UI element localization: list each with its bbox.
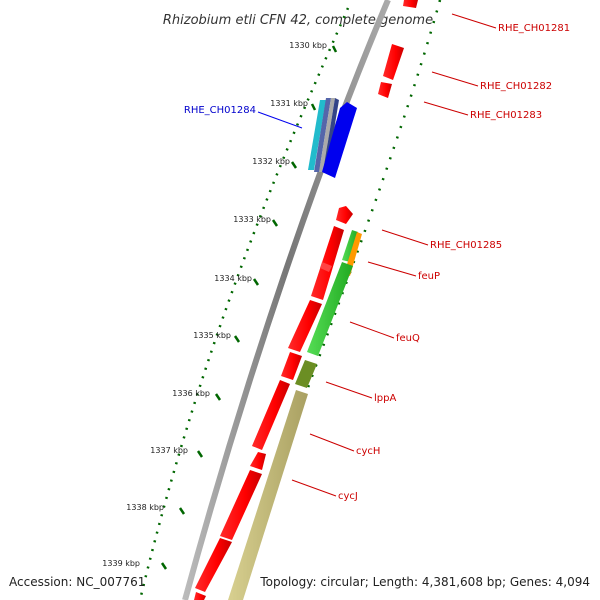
leader-cycH — [309, 433, 355, 452]
tick-label-1333: 1333 kbp — [233, 215, 271, 224]
gene-rhe-ch01281[interactable] — [403, 0, 418, 8]
tick-label-1331: 1331 kbp — [270, 99, 308, 108]
tick-label-1336: 1336 kbp — [172, 389, 210, 398]
inner-tick-ring — [230, 0, 442, 600]
tick-1339 — [160, 562, 168, 570]
label-cycH[interactable]: cycH — [356, 446, 380, 457]
gene-feuQ[interactable] — [307, 262, 353, 356]
gene-outer-1-tip — [320, 262, 332, 272]
leader-lppA — [325, 381, 373, 399]
tick-label-1332: 1332 kbp — [252, 157, 290, 166]
leader-cycJ — [291, 479, 337, 497]
map-title: Rhizobium etli CFN 42, complete genome — [163, 13, 433, 28]
leader-lines — [257, 13, 497, 497]
gene-outer-4[interactable] — [252, 380, 290, 450]
gene-outer-5[interactable] — [250, 452, 266, 470]
gene-lppA[interactable] — [295, 360, 317, 388]
label-rhe-ch01284[interactable]: RHE_CH01284 — [184, 105, 256, 116]
gene-outer-6[interactable] — [220, 470, 262, 540]
leader-rhe-ch01284 — [257, 111, 303, 129]
genome-summary-text: Topology: circular; Length: 4,381,608 bp… — [259, 575, 590, 589]
forward-genes — [378, 0, 418, 98]
tick-1332 — [290, 161, 298, 169]
tick-label-1330: 1330 kbp — [289, 41, 327, 50]
gene-rhe-ch01284-stripe-slate — [314, 98, 331, 172]
label-rhe-ch01283[interactable]: RHE_CH01283 — [470, 110, 542, 121]
gene-cycH-cycJ[interactable] — [228, 390, 308, 600]
tick-1331 — [310, 103, 317, 111]
gene-rhe-ch01282[interactable] — [383, 44, 404, 80]
gene-rhe-ch01284[interactable] — [322, 102, 357, 178]
gene-outer-3[interactable] — [281, 352, 302, 380]
gene-outer-2[interactable] — [288, 300, 322, 352]
gene-outer-7[interactable] — [195, 538, 232, 592]
tick-1334 — [252, 278, 260, 286]
tick-1333 — [271, 219, 279, 227]
accession-text: Accession: NC_007761 — [9, 575, 145, 589]
tick-1337 — [196, 450, 204, 458]
label-rhe-ch01281[interactable]: RHE_CH01281 — [498, 23, 570, 34]
label-cycJ[interactable]: cycJ — [338, 491, 358, 502]
tick-1338 — [178, 507, 186, 515]
tick-label-1335: 1335 kbp — [193, 331, 231, 340]
gene-rhe-ch01284-stripe-grey — [319, 98, 335, 172]
gene-outer-1[interactable] — [311, 226, 344, 300]
leader-feuQ — [349, 321, 395, 339]
tick-marks — [160, 45, 338, 570]
gene-rhe-ch01285[interactable] — [336, 206, 353, 224]
leader-feuP — [367, 261, 417, 277]
leader-rhe-ch01282 — [431, 71, 479, 87]
tick-label-1334: 1334 kbp — [214, 274, 252, 283]
label-rhe-ch01282[interactable]: RHE_CH01282 — [480, 81, 552, 92]
tick-1336 — [214, 393, 222, 401]
inner-genes — [228, 230, 362, 600]
gene-rhe-ch01284-stripe-navy — [323, 98, 339, 172]
leader-rhe-ch01283 — [423, 101, 469, 116]
label-feuP[interactable]: feuP — [418, 271, 440, 282]
outer-red-run — [194, 226, 344, 600]
tick-1335 — [233, 335, 241, 343]
gene-feu-green-a[interactable] — [342, 230, 358, 262]
label-feuQ[interactable]: feuQ — [396, 333, 420, 344]
tick-label-1337: 1337 kbp — [150, 446, 188, 455]
label-lppA[interactable]: lppA — [374, 393, 396, 404]
gene-rhe-ch01283[interactable] — [378, 82, 392, 98]
gene-rhe-ch01284-stripe-cyan — [308, 100, 326, 170]
label-rhe-ch01285[interactable]: RHE_CH01285 — [430, 240, 502, 251]
tick-1330 — [331, 45, 338, 53]
tick-label-1339: 1339 kbp — [102, 559, 140, 568]
gene-outer-8[interactable] — [194, 592, 206, 600]
leader-rhe-ch01281 — [451, 13, 497, 29]
genome-backbone — [182, 0, 391, 600]
tick-label-1338: 1338 kbp — [126, 503, 164, 512]
leader-rhe-ch01285 — [381, 229, 429, 246]
gene-rhe-ch01284-group — [308, 98, 357, 178]
